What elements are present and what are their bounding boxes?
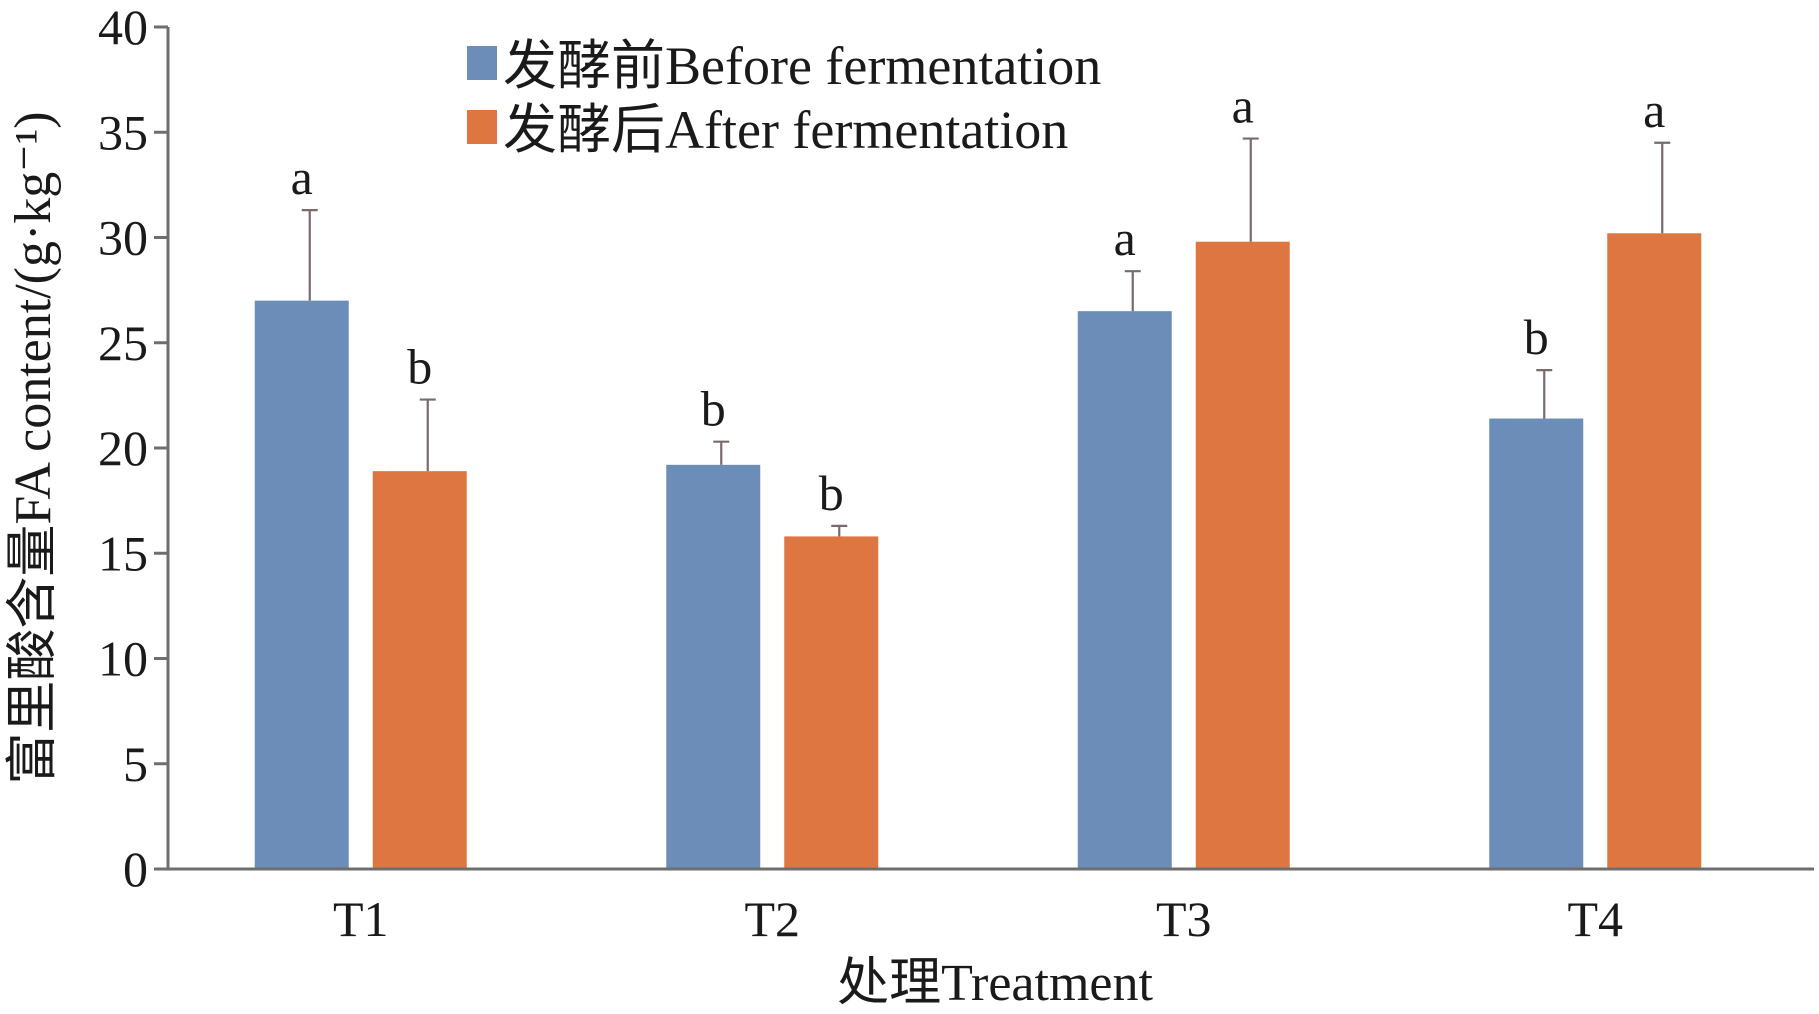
y-tick-label: 10 [98, 631, 148, 687]
bar [784, 536, 879, 869]
x-tick-label: T2 [744, 891, 800, 947]
y-tick-label: 40 [98, 0, 148, 55]
significance-label: a [1114, 210, 1136, 266]
y-axis-title: 富里酸含量FA content/(g·kg⁻¹) [5, 111, 62, 784]
y-tick-label: 0 [123, 841, 148, 897]
y-tick-label: 5 [123, 736, 148, 792]
bar [1607, 233, 1702, 870]
x-tick-label: T3 [1156, 891, 1212, 947]
y-tick-label: 20 [98, 420, 148, 476]
y-tick-label: 15 [98, 525, 148, 581]
significance-label: a [291, 149, 313, 205]
x-axis: T1 T2 T3 T4 [168, 867, 1814, 947]
legend-label: 发酵后After fermentation [503, 100, 1068, 160]
bar [1489, 418, 1584, 869]
x-tick-label: T1 [333, 891, 389, 947]
significance-label: b [407, 339, 432, 395]
bar [666, 464, 761, 869]
bar [372, 471, 467, 869]
x-tick-label: T4 [1567, 891, 1623, 947]
legend-swatch [467, 46, 497, 80]
legend-label: 发酵前Before fermentation [503, 36, 1101, 96]
significance-label: b [701, 381, 726, 437]
bar [1077, 311, 1172, 869]
y-axis: 0 5 10 15 20 25 30 35 40 [98, 0, 170, 897]
significance-label: b [819, 465, 844, 521]
significance-label: b [1524, 309, 1549, 365]
y-tick-label: 35 [98, 104, 148, 160]
bar [254, 300, 349, 869]
bar [1195, 241, 1290, 869]
y-tick-label: 30 [98, 210, 148, 266]
significance-label: a [1232, 78, 1254, 134]
bars: a b b b a a b a [254, 78, 1702, 870]
x-axis-title: 处理Treatment [837, 955, 1153, 1012]
y-tick-label: 25 [98, 315, 148, 371]
legend-swatch [467, 110, 497, 144]
significance-label: a [1643, 82, 1665, 138]
